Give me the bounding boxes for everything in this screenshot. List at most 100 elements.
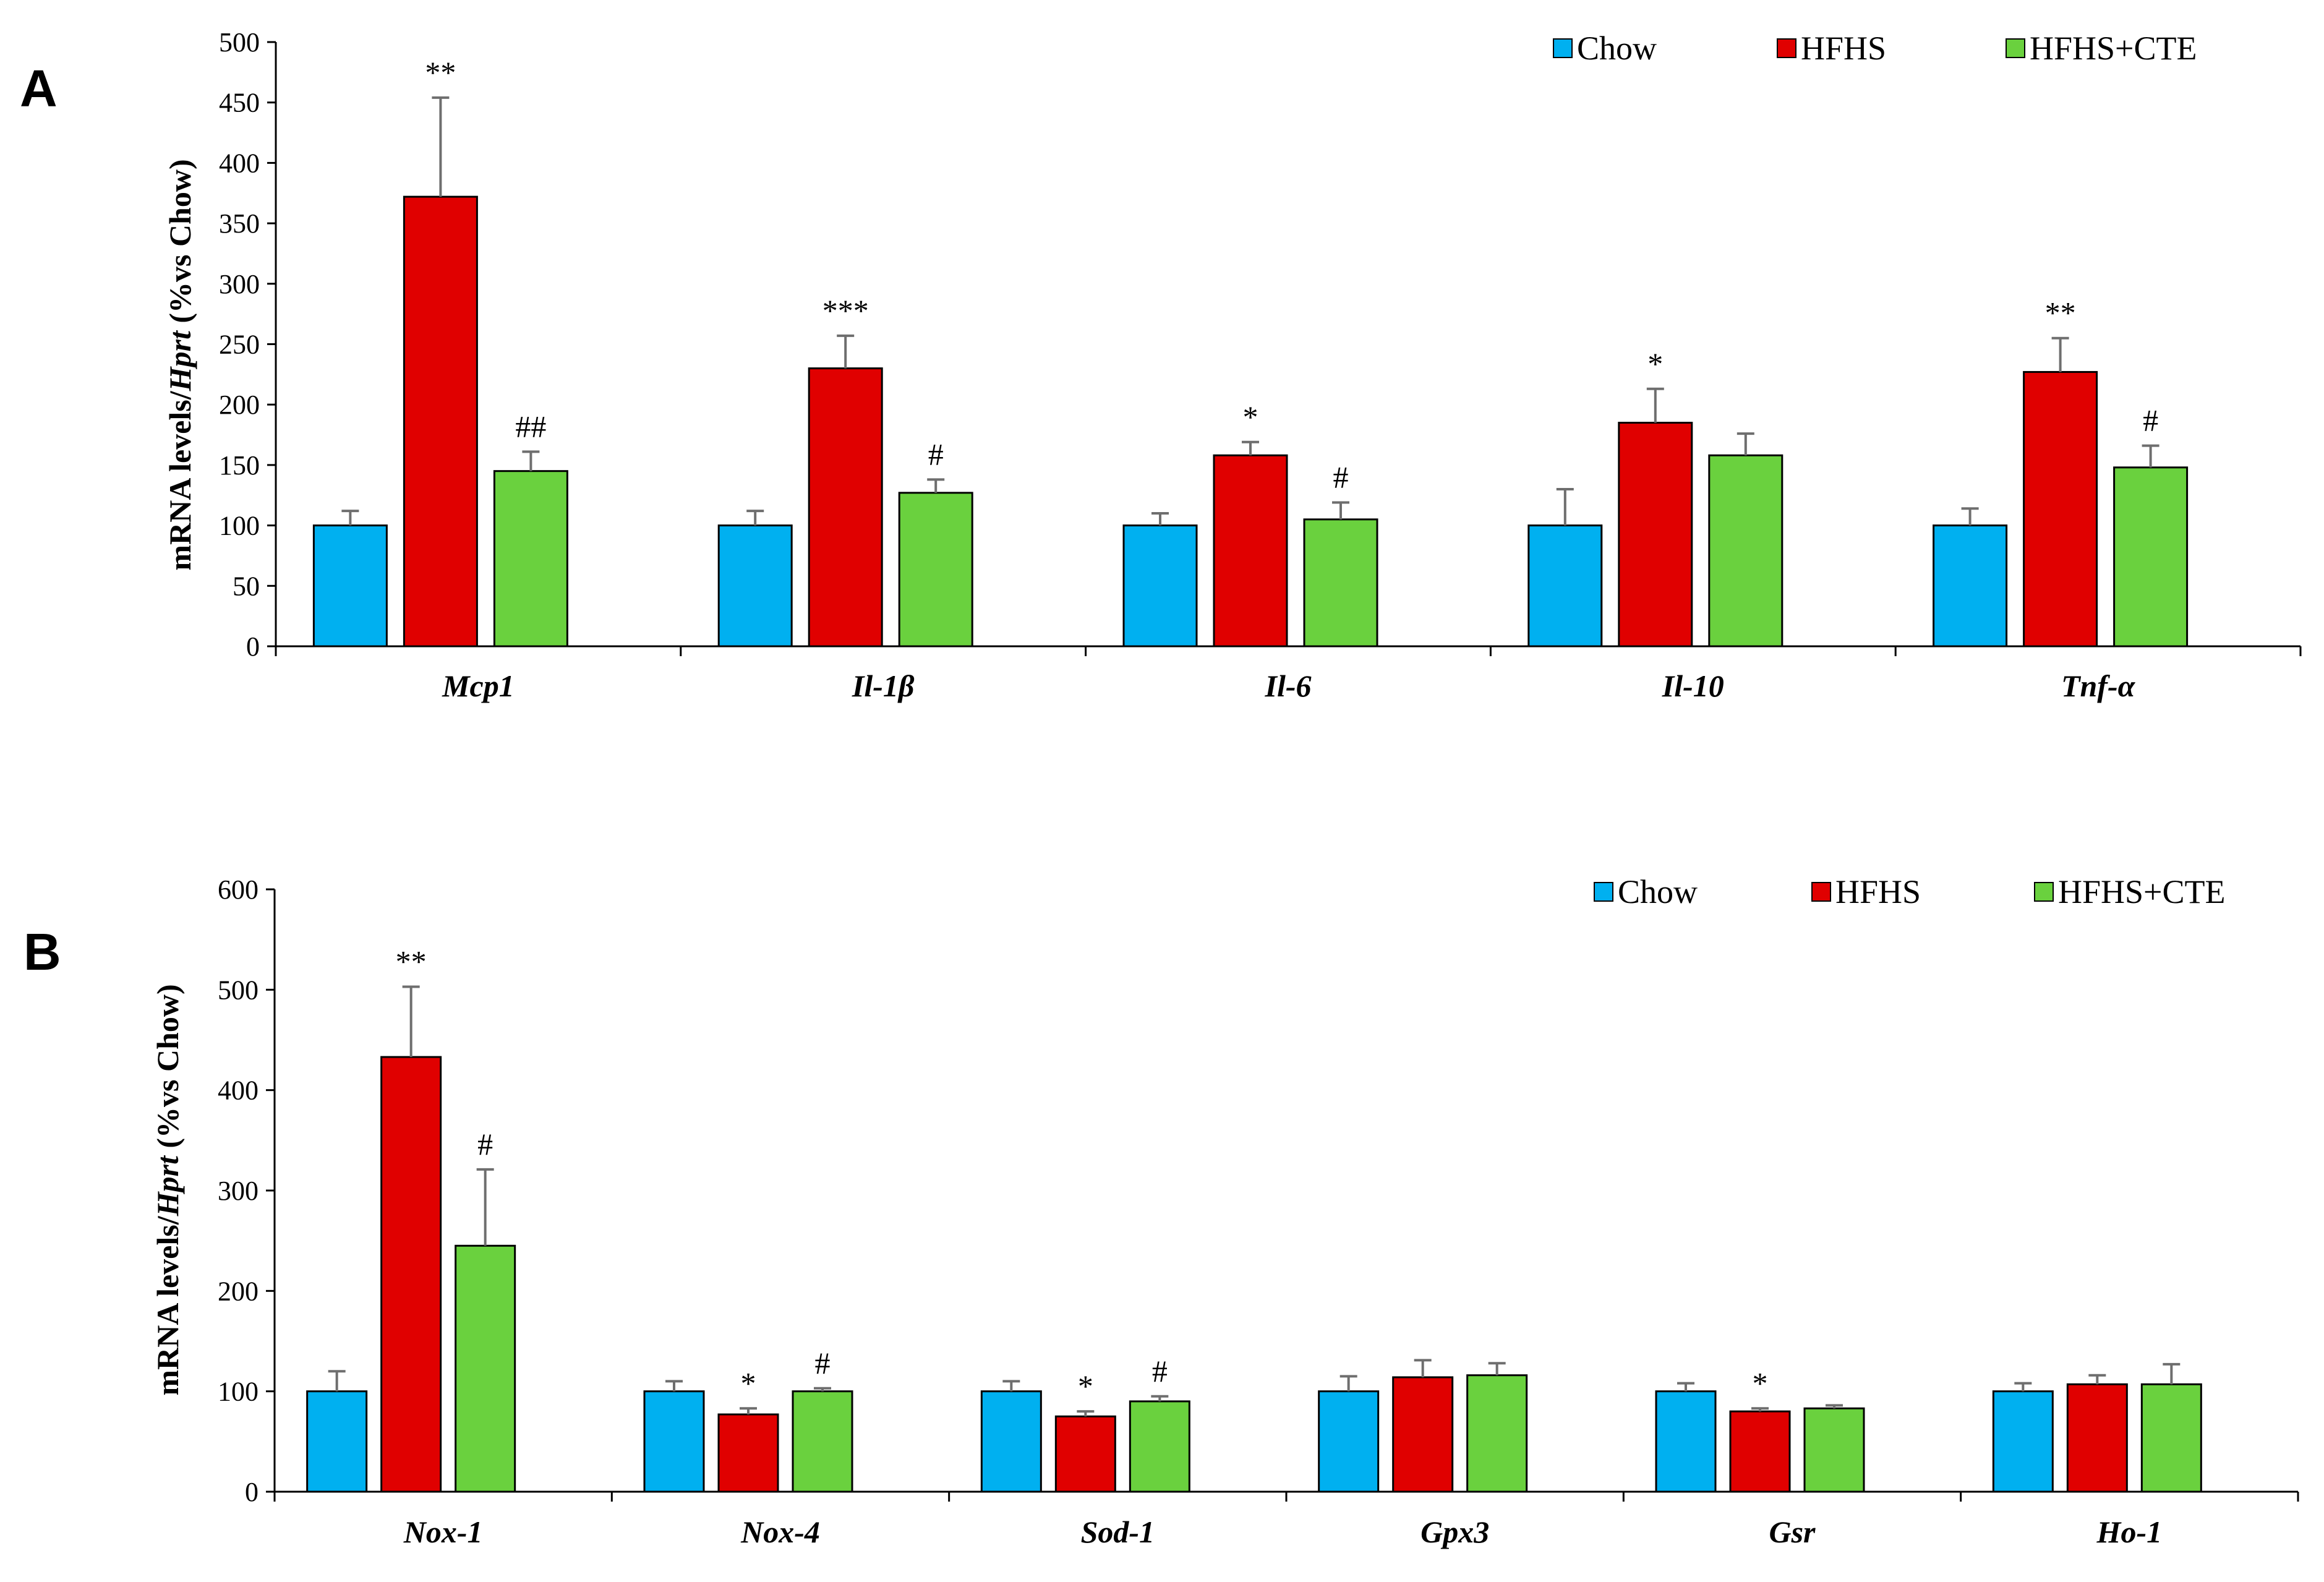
legend-b-chow-swatch — [1594, 882, 1613, 902]
panel-a-bar-hfhs — [403, 195, 478, 648]
panel-a-bar-hfhs-cte — [1708, 454, 1784, 648]
panel-b-bar-hfhs-cte — [455, 1244, 516, 1493]
panel-a-significance-label: # — [2143, 403, 2158, 438]
panel-a-y-tick-label: 150 — [219, 450, 260, 481]
legend-b-cte-swatch — [2034, 882, 2054, 902]
panel-b-significance-label: ** — [396, 944, 427, 978]
panel-a-y-tick-label: 50 — [233, 571, 260, 601]
panel-a-y-tick-label: 450 — [219, 88, 260, 118]
panel-a-significance-label: * — [1647, 346, 1663, 381]
panel-b-y-tick-label: 500 — [218, 975, 258, 1005]
panel-b-bar-hfhs — [1729, 1410, 1791, 1493]
panel-b-y-tick-label: 0 — [245, 1477, 258, 1507]
panel-b-bar-hfhs — [717, 1413, 779, 1493]
panel-b: B mRNA levels/Hprt (%vs Chow) Chow HFHS … — [23, 873, 2299, 1549]
panel-a-category-label: Il-6 — [1265, 669, 1312, 703]
panel-a-bar-hfhs-cte — [898, 492, 973, 648]
panel-a-significance-label: # — [928, 437, 944, 471]
panel-a-legend: Chow HFHS HFHS+CTE — [1553, 30, 2197, 67]
panel-b-significance-label: # — [1152, 1354, 1168, 1388]
panel-a-y-tick-label: 300 — [219, 269, 260, 299]
legend-a-chow-label: Chow — [1577, 30, 1657, 67]
panel-b-bar-hfhs — [1392, 1376, 1454, 1493]
panel-a-bar-hfhs — [1213, 454, 1288, 648]
panel-b-category-label: Sod-1 — [1081, 1515, 1155, 1549]
panel-a-ylabel: mRNA levels/Hprt (%vs Chow) — [163, 159, 197, 570]
panel-a-ylabel-post: (%vs Chow) — [163, 159, 197, 331]
panel-a-y-tick-label: 100 — [219, 511, 260, 541]
panel-a-category-label: Mcp1 — [442, 669, 515, 703]
panel-b-ylabel: mRNA levels/Hprt (%vs Chow) — [150, 984, 185, 1395]
panel-b-y-tick-label: 300 — [218, 1176, 258, 1206]
panel-a-category-label: Tnf-α — [2061, 669, 2136, 703]
panel-b-bar-hfhs — [1054, 1415, 1116, 1493]
panel-a-bars: **##***#*#***# — [312, 55, 2189, 648]
panel-a-ylabel-italic: Hprt — [163, 330, 197, 391]
panel-b-category-label: Gsr — [1769, 1515, 1816, 1549]
panel-b-bar-hfhs-cte — [1129, 1400, 1190, 1493]
panel-a-bar-hfhs-cte — [2113, 466, 2189, 648]
panel-a-label: A — [20, 59, 58, 118]
panel-b-ylabel-pre: mRNA levels/ — [150, 1215, 185, 1395]
panel-a-bar-chow — [1122, 524, 1198, 648]
legend-b-cte-label: HFHS+CTE — [2058, 873, 2226, 910]
legend-a-hfhs-label: HFHS — [1801, 30, 1886, 67]
panel-b-axis: 0 100 200 300 400 500 600 Nox-1 Nox-4 Sod-1 Gpx3 Gs… — [218, 874, 2299, 1549]
panel-b-y-tick-label: 400 — [218, 1075, 258, 1106]
panel-a-bar-hfhs-cte — [1303, 518, 1378, 648]
panel-b-y-tick-label: 100 — [218, 1377, 258, 1407]
panel-b-y-tick-label: 600 — [218, 874, 258, 905]
panel-b-category-label: Nox-4 — [740, 1515, 820, 1549]
panel-b-bar-hfhs-cte — [2140, 1383, 2202, 1493]
panel-b-label: B — [23, 923, 61, 981]
panel-b-bars: ** # * # * # * — [306, 944, 2202, 1493]
legend-b-hfhs-label: HFHS — [1835, 873, 1921, 910]
panel-b-ylabel-post: (%vs Chow) — [150, 984, 185, 1156]
panel-b-legend: Chow HFHS HFHS+CTE — [1594, 873, 2226, 910]
panel-b-significance-label: # — [477, 1127, 493, 1161]
panel-a-significance-label: ## — [515, 409, 546, 443]
panel-a-y-tick-label: 200 — [219, 390, 260, 420]
panel-a-bar-hfhs — [808, 367, 883, 648]
panel-a-significance-label: ** — [2045, 296, 2076, 330]
panel-b-category-label: Ho-1 — [2096, 1515, 2163, 1549]
panel-b-bar-hfhs-cte — [792, 1390, 853, 1493]
panel-a-bar-chow — [312, 524, 388, 648]
panel-b-significance-label: * — [1078, 1369, 1093, 1403]
panel-a-category-label: Il-1β — [852, 669, 915, 703]
panel-a-bar-chow — [717, 524, 793, 648]
panel-a-bar-chow — [1527, 524, 1603, 648]
panel-b-ylabel-italic: Hprt — [150, 1155, 185, 1216]
panel-a-y-tick-label: 250 — [219, 330, 260, 360]
legend-b-hfhs-swatch — [1811, 882, 1831, 902]
panel-b-category-label: Nox-1 — [403, 1515, 483, 1549]
panel-a-bar-hfhs — [1618, 422, 1693, 648]
legend-b-chow-label: Chow — [1618, 873, 1698, 910]
legend-a-chow-swatch — [1553, 38, 1573, 58]
legend-a-hfhs-swatch — [1777, 38, 1796, 58]
panel-a-significance-label: # — [1333, 460, 1349, 494]
panel-a-axis: 0 50 100 150 200 250 300 350 400 450 500 Mcp1 Il-1β I… — [219, 27, 2302, 703]
panel-a-category-label: Il-10 — [1662, 669, 1724, 703]
panel-a-y-tick-label: 350 — [219, 208, 260, 239]
panel-b-bar-chow — [1992, 1390, 2054, 1493]
panel-a-y-tick-label: 500 — [219, 27, 260, 58]
panel-a-bar-chow — [1933, 524, 2008, 648]
panel-a-y-tick-label: 0 — [246, 631, 260, 662]
panel-b-significance-label: * — [1753, 1366, 1768, 1400]
panel-b-significance-label: * — [741, 1366, 756, 1400]
panel-b-bar-chow — [643, 1390, 705, 1493]
panel-b-bar-hfhs — [380, 1056, 442, 1493]
legend-a-cte-swatch — [2006, 38, 2025, 58]
panel-b-bar-hfhs-cte — [1466, 1374, 1528, 1493]
panel-a: A mRNA levels/Hprt (%vs Chow) Chow HFHS … — [20, 27, 2302, 703]
panel-b-bar-chow — [1655, 1390, 1717, 1493]
panel-b-category-label: Gpx3 — [1420, 1515, 1489, 1549]
panel-b-bar-chow — [980, 1390, 1042, 1493]
panel-a-ylabel-pre: mRNA levels/ — [163, 390, 197, 570]
panel-b-bar-chow — [306, 1390, 368, 1493]
panel-b-y-tick-label: 200 — [218, 1276, 258, 1306]
panel-b-bar-chow — [1318, 1390, 1380, 1493]
panel-a-significance-label: * — [1243, 400, 1258, 434]
